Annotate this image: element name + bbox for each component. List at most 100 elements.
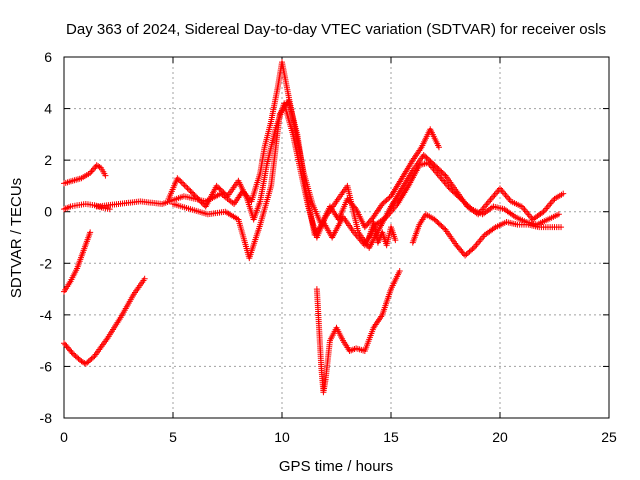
data-point [220, 189, 227, 196]
plot-frame [63, 56, 610, 419]
data-point [463, 251, 470, 258]
data-point [558, 224, 565, 231]
data-point [435, 220, 442, 227]
data-point [141, 275, 148, 282]
y-tick-label: -8 [40, 410, 53, 426]
data-point [177, 178, 184, 185]
series-track-h [313, 268, 403, 396]
data-point [188, 189, 195, 196]
data-point [463, 200, 470, 207]
data-point [459, 197, 466, 204]
data-point [461, 199, 468, 206]
data-point [87, 356, 94, 363]
data-point [192, 193, 199, 200]
data-point [469, 246, 476, 253]
data-point [435, 144, 442, 151]
y-tick-label: -2 [40, 255, 53, 271]
data-point [555, 211, 562, 218]
y-tick-label: 6 [44, 49, 52, 65]
data-point [90, 354, 97, 361]
data-point [448, 186, 455, 193]
chart-title: Day 363 of 2024, Sidereal Day-to-day VTE… [66, 21, 606, 38]
data-point [441, 225, 448, 232]
data-point [379, 200, 386, 207]
data-point [560, 190, 567, 197]
data-point [185, 186, 192, 193]
data-point [456, 194, 463, 201]
data-point [199, 200, 206, 207]
data-point [191, 192, 198, 199]
data-point [71, 351, 78, 358]
series-track-c [61, 229, 94, 295]
data-point [420, 151, 427, 158]
data-point [195, 196, 202, 203]
data-point [87, 229, 94, 236]
data-point [439, 224, 446, 231]
data-points [61, 59, 567, 396]
data-point [432, 217, 439, 224]
data-point [106, 206, 113, 213]
data-point [450, 189, 457, 196]
data-point [380, 199, 387, 206]
data-point [457, 195, 464, 202]
grid [64, 57, 609, 418]
data-point [74, 354, 81, 361]
x-tick-label: 25 [601, 429, 617, 445]
data-point [174, 175, 181, 182]
x-tick-label: 15 [383, 429, 399, 445]
data-point [181, 182, 188, 189]
data-point [69, 350, 76, 357]
data-point [385, 195, 392, 202]
data-point [431, 216, 438, 223]
data-point [96, 164, 103, 171]
data-point [382, 198, 389, 205]
data-point [453, 191, 460, 198]
series-track-d [61, 275, 148, 367]
data-point [190, 190, 197, 197]
data-point [439, 170, 446, 177]
data-point [216, 185, 223, 192]
data-point [423, 154, 430, 161]
data-point [392, 237, 399, 244]
data-point [85, 358, 92, 365]
x-tick-label: 10 [274, 429, 290, 445]
y-tick-label: 2 [44, 152, 52, 168]
data-point [102, 172, 109, 179]
data-point [198, 199, 205, 206]
data-point [187, 188, 194, 195]
data-point [465, 249, 472, 256]
data-point [217, 186, 224, 193]
y-tick-label: -6 [40, 358, 53, 374]
x-axis-label: GPS time / hours [279, 458, 393, 475]
data-point [467, 247, 474, 254]
series-track-g [170, 97, 562, 262]
data-point [435, 166, 442, 173]
data-point [467, 204, 474, 211]
series-track-b [61, 162, 109, 187]
data-point [438, 168, 445, 175]
data-point [383, 197, 390, 204]
data-point [89, 166, 96, 173]
data-point [178, 179, 185, 186]
y-tick-label: -4 [40, 307, 53, 323]
data-point [82, 360, 89, 367]
data-point [441, 171, 448, 178]
x-tick-label: 0 [60, 429, 68, 445]
data-point [369, 215, 376, 222]
data-point [180, 180, 187, 187]
data-point [434, 219, 441, 226]
data-point [462, 252, 469, 259]
x-tick-label: 20 [492, 429, 508, 445]
data-point [184, 185, 191, 192]
data-point [465, 203, 472, 210]
data-point [72, 353, 79, 360]
data-point [68, 349, 75, 356]
data-point [437, 167, 444, 174]
data-point [221, 190, 228, 197]
data-point [175, 176, 182, 183]
data-point [438, 222, 445, 229]
data-point [437, 221, 444, 228]
data-point [88, 355, 95, 362]
x-tick-label: 5 [169, 429, 177, 445]
data-point [183, 183, 190, 190]
